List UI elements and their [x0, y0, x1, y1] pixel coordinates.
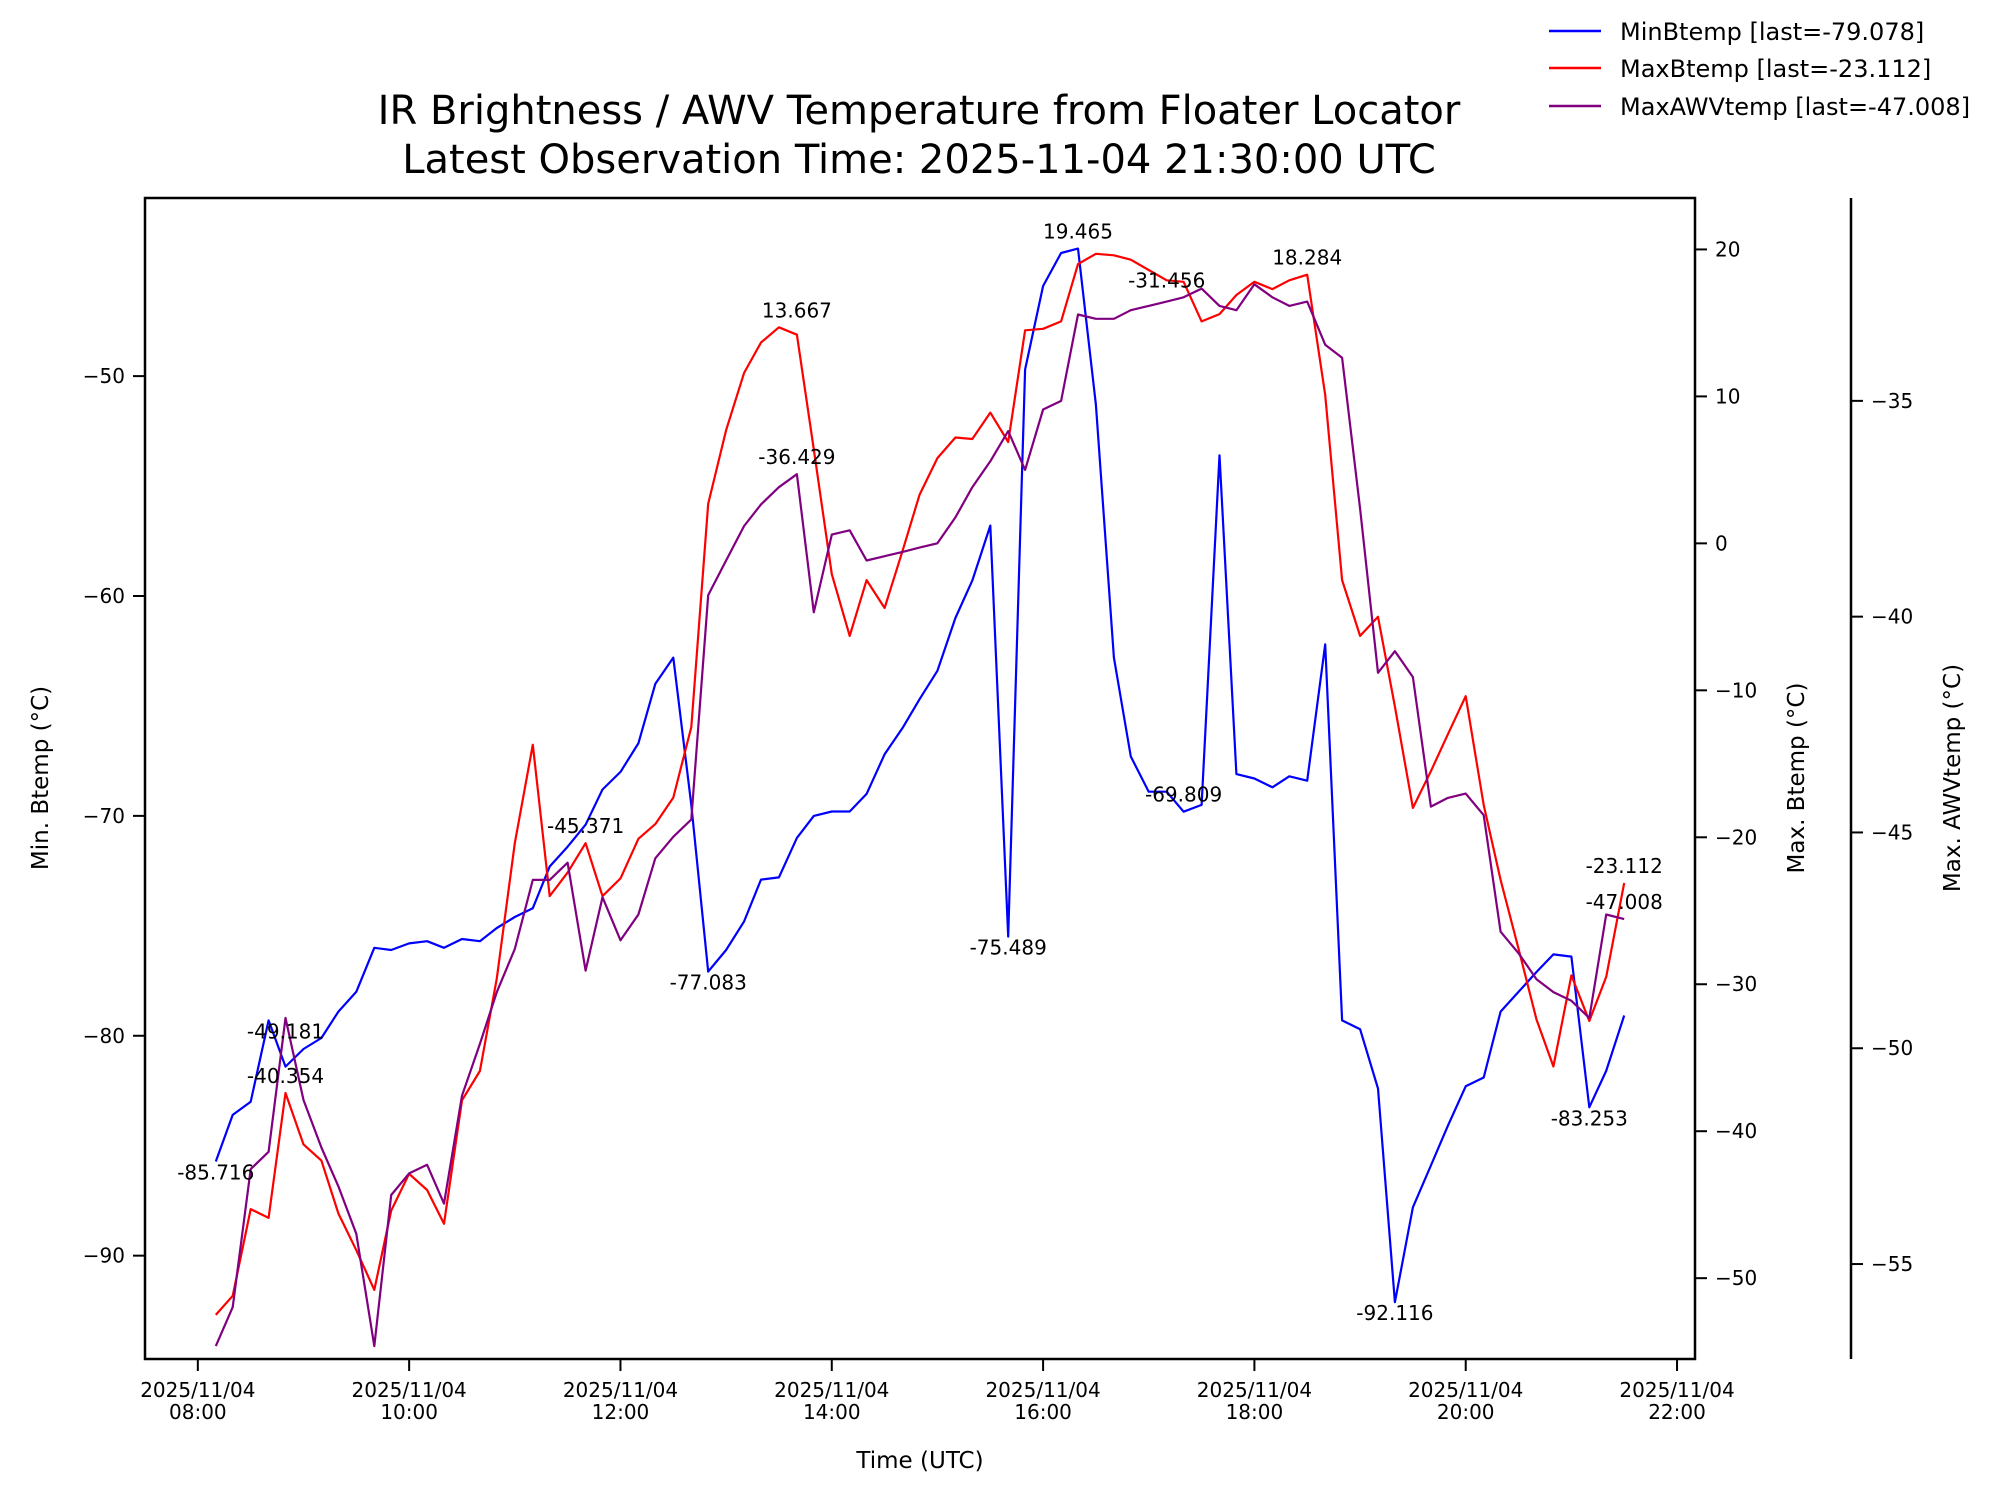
series-layer	[214, 247, 1626, 1348]
annotation-minbtemp-6: -92.116	[1356, 1301, 1433, 1325]
chart-subtitle: Latest Observation Time: 2025-11-04 21:3…	[402, 137, 1436, 183]
annotation-minbtemp-0: -85.716	[177, 1161, 254, 1185]
annotation-maxawvtemp-1: -31.456	[1128, 268, 1205, 292]
legend-label-maxawvtemp: MaxAWVtemp [last=-47.008]	[1620, 93, 1970, 121]
y-tick-label: −50	[1715, 1266, 1757, 1290]
y-tick-label: −20	[1715, 825, 1757, 849]
annotation-minbtemp-4: 19.465	[1043, 220, 1113, 244]
y-tick-label: −60	[83, 584, 125, 608]
y-tick-label: −45	[1871, 820, 1913, 844]
annotation-maxawvtemp-0: -36.429	[758, 445, 835, 469]
y-tick-label: −40	[1715, 1119, 1757, 1143]
annotation-maxbtemp-1: -45.371	[547, 814, 624, 838]
y-tick-label: 0	[1715, 531, 1728, 555]
legend: MinBtemp [last=-79.078] MaxBtemp [last=-…	[1549, 18, 1970, 121]
y-axis-label-max-btemp: Max. Btemp (°C)	[1784, 683, 1810, 874]
x-axis-label: Time (UTC)	[855, 1448, 983, 1474]
x-tick-label: 2025/11/04 16:00	[985, 1378, 1100, 1424]
annotation-minbtemp-3: -75.489	[970, 936, 1047, 960]
y-tick-label: −55	[1871, 1252, 1913, 1276]
y-tick-label: −50	[1871, 1036, 1913, 1060]
annotation-maxbtemp-4: -23.112	[1586, 854, 1663, 878]
annotation-minbtemp-1: -49.181	[247, 1019, 324, 1043]
y-tick-label: −70	[83, 804, 125, 828]
annotation-minbtemp-7: -83.253	[1551, 1106, 1628, 1130]
legend-label-maxbtemp: MaxBtemp [last=-23.112]	[1620, 55, 1931, 83]
x-tick-label: 2025/11/04 22:00	[1619, 1378, 1734, 1424]
annotation-maxawvtemp-2: -47.008	[1586, 890, 1663, 914]
x-axis-ticks: 2025/11/04 08:00 2025/11/04 10:00 2025/11/04…	[140, 1359, 1735, 1424]
annotations-layer: -85.716 -49.181 -77.083 -75.489 19.465 -69.80…	[177, 220, 1663, 1326]
annotation-maxbtemp-0: -40.354	[247, 1064, 324, 1088]
plot-area-frame	[143, 196, 1697, 1361]
y-tick-label: −30	[1715, 972, 1757, 996]
x-tick-label: 2025/11/04 10:00	[352, 1378, 467, 1424]
legend-label-minbtemp: MinBtemp [last=-79.078]	[1620, 18, 1924, 46]
series-line-maxawvtemp	[214, 283, 1625, 1348]
y-tick-label: −35	[1871, 389, 1913, 413]
y-tick-label: −10	[1715, 678, 1757, 702]
x-tick-label: 2025/11/04 20:00	[1408, 1378, 1523, 1424]
y-tick-label: −50	[83, 364, 125, 388]
annotation-maxbtemp-3: 18.284	[1272, 246, 1342, 270]
annotation-minbtemp-2: -77.083	[670, 971, 747, 995]
y-axis-label-min-btemp: Min. Btemp (°C)	[28, 686, 54, 870]
y-axis-ticks: −50 −60 −70 −80 −90 20 10 0 −10 −20 −30 −40 −50 −35 −4…	[83, 237, 1913, 1290]
annotation-maxbtemp-2: 13.667	[762, 298, 832, 322]
y-tick-label: 20	[1715, 237, 1740, 261]
y-axis-label-max-awvtemp: Max. AWVtemp (°C)	[1940, 664, 1966, 892]
series-line-maxbtemp	[214, 252, 1626, 1316]
x-tick-label: 2025/11/04 14:00	[774, 1378, 889, 1424]
y-tick-label: −80	[83, 1024, 125, 1048]
annotation-minbtemp-5: -69.809	[1145, 783, 1222, 807]
x-tick-label: 2025/11/04 18:00	[1197, 1378, 1312, 1424]
y-tick-label: 10	[1715, 384, 1740, 408]
y-tick-label: −90	[83, 1244, 125, 1268]
series-line-minbtemp	[214, 247, 1626, 1304]
x-tick-label: 2025/11/04 12:00	[563, 1378, 678, 1424]
x-tick-label: 2025/11/04 08:00	[140, 1378, 255, 1424]
chart-title: IR Brightness / AWV Temperature from Flo…	[378, 88, 1461, 134]
y-tick-label: −40	[1871, 605, 1913, 629]
